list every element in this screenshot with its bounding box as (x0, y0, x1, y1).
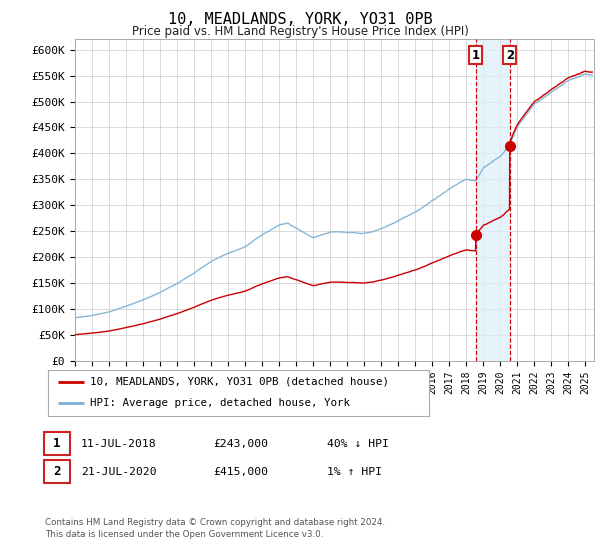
Text: 1: 1 (53, 437, 61, 450)
Text: 2: 2 (53, 465, 61, 478)
Bar (476, 39, 510, 361)
Text: 10, MEADLANDS, YORK, YO31 0PB (detached house): 10, MEADLANDS, YORK, YO31 0PB (detached … (90, 377, 389, 387)
Text: £243,000: £243,000 (213, 438, 268, 449)
Text: Contains HM Land Registry data © Crown copyright and database right 2024.
This d: Contains HM Land Registry data © Crown c… (45, 518, 385, 539)
Text: 1: 1 (472, 49, 479, 62)
Text: 21-JUL-2020: 21-JUL-2020 (81, 466, 157, 477)
Text: £415,000: £415,000 (213, 466, 268, 477)
Text: 11-JUL-2018: 11-JUL-2018 (81, 438, 157, 449)
Text: 40% ↓ HPI: 40% ↓ HPI (327, 438, 389, 449)
Text: HPI: Average price, detached house, York: HPI: Average price, detached house, York (90, 398, 350, 408)
Text: 10, MEADLANDS, YORK, YO31 0PB: 10, MEADLANDS, YORK, YO31 0PB (167, 12, 433, 27)
Text: 1% ↑ HPI: 1% ↑ HPI (327, 466, 382, 477)
Text: 2: 2 (506, 49, 514, 62)
Text: Price paid vs. HM Land Registry's House Price Index (HPI): Price paid vs. HM Land Registry's House … (131, 25, 469, 38)
